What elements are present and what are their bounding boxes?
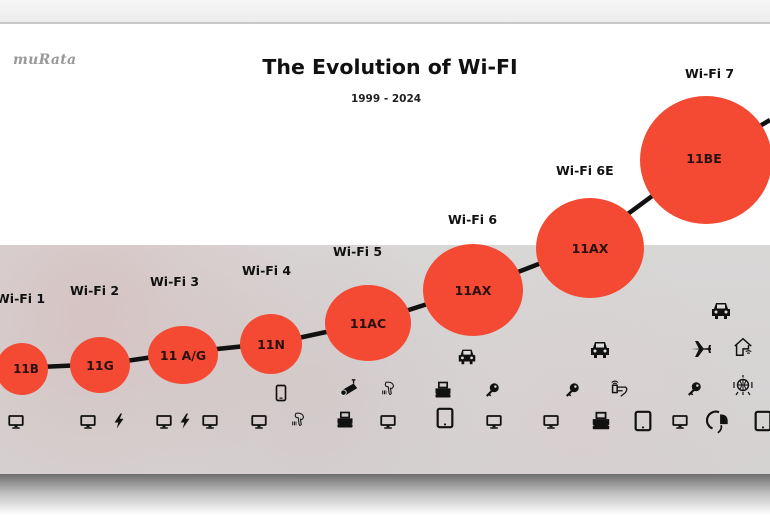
lightning-icon bbox=[176, 412, 194, 430]
monitor-icon bbox=[7, 413, 25, 431]
monitor-icon bbox=[485, 413, 503, 431]
date-range: 1999 - 2024 bbox=[350, 93, 422, 105]
key-icon bbox=[483, 381, 501, 399]
node-11ax-wifi6e: 11AX bbox=[536, 198, 644, 298]
murata-logo: muRata bbox=[13, 52, 77, 68]
tablet-icon bbox=[434, 405, 456, 431]
bottom-shadow bbox=[0, 474, 770, 515]
monitor-icon bbox=[155, 413, 173, 431]
key-icon bbox=[563, 381, 581, 399]
monitor-icon bbox=[79, 413, 97, 431]
barcode-scanner-icon bbox=[290, 411, 308, 429]
smart-home-icon bbox=[732, 335, 754, 359]
monitor-icon bbox=[201, 413, 219, 431]
key-icon bbox=[685, 380, 703, 398]
globe-network-icon bbox=[731, 372, 755, 398]
barcode-scanner-icon bbox=[380, 380, 398, 398]
tablet-icon bbox=[752, 408, 770, 434]
printer-icon bbox=[433, 380, 453, 400]
page-title: The Evolution of Wi-FI bbox=[262, 55, 518, 79]
gen-label-wifi1: Wi-Fi 1 bbox=[0, 291, 46, 306]
node-11b: 11B bbox=[0, 343, 48, 395]
monitor-icon bbox=[250, 413, 268, 431]
smartwatch-icon bbox=[608, 377, 630, 399]
gen-label-wifi6e: Wi-Fi 6E bbox=[556, 163, 614, 178]
node-11ax-wifi6: 11AX bbox=[423, 244, 523, 336]
node-11ag: 11 A/G bbox=[148, 326, 218, 384]
node-11n: 11N bbox=[240, 314, 302, 374]
gen-label-wifi6: Wi-Fi 6 bbox=[448, 212, 498, 227]
tablet-icon bbox=[632, 408, 654, 434]
security-camera-icon bbox=[338, 378, 360, 400]
gen-label-wifi2: Wi-Fi 2 bbox=[70, 283, 120, 298]
lightning-icon bbox=[110, 412, 128, 430]
printer-icon bbox=[590, 410, 612, 432]
gen-label-wifi7: Wi-Fi 7 bbox=[685, 66, 735, 81]
car-icon bbox=[587, 337, 613, 361]
node-11g: 11G bbox=[70, 337, 130, 393]
monitor-icon bbox=[379, 413, 397, 431]
monitor-icon bbox=[542, 413, 560, 431]
gen-label-wifi4: Wi-Fi 4 bbox=[242, 263, 292, 278]
top-frame-bar bbox=[0, 0, 770, 24]
car-icon bbox=[707, 298, 735, 322]
monitor-icon bbox=[671, 413, 689, 431]
gen-label-wifi5: Wi-Fi 5 bbox=[333, 244, 383, 259]
headset-icon bbox=[706, 408, 732, 436]
gen-label-wifi3: Wi-Fi 3 bbox=[150, 274, 200, 289]
smartphone-icon bbox=[272, 384, 290, 402]
printer-icon bbox=[335, 410, 355, 430]
car-icon bbox=[455, 345, 479, 367]
airplane-icon bbox=[689, 337, 713, 361]
node-11be: 11BE bbox=[640, 96, 770, 224]
node-11ac: 11AC bbox=[325, 285, 411, 361]
